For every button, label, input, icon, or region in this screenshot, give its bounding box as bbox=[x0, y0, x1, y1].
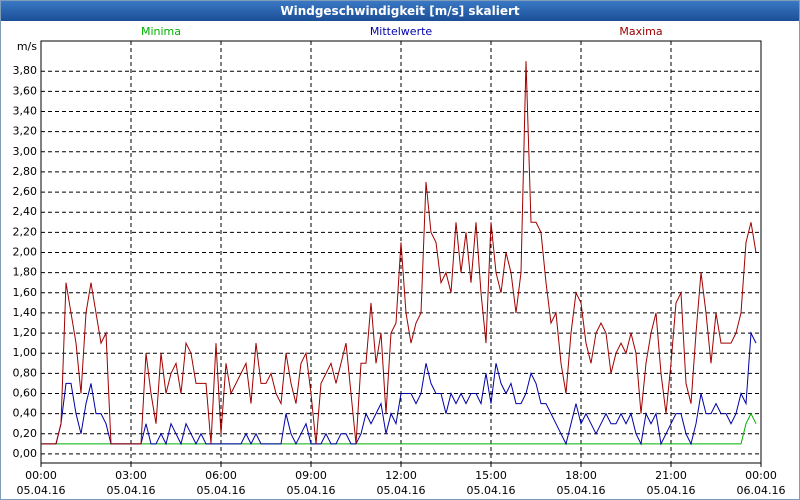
x-tick-label: 18:00 05.04.16 bbox=[556, 469, 606, 497]
y-tick-label: 3,00 bbox=[13, 145, 38, 158]
y-tick-label: 3,80 bbox=[13, 64, 38, 77]
x-tick-label: 21:00 05.04.16 bbox=[646, 469, 696, 497]
x-tick-label: 03:00 05.04.16 bbox=[106, 469, 156, 497]
y-tick-label: 1,20 bbox=[13, 326, 38, 339]
legend-entry: Mittelwerte bbox=[370, 25, 433, 38]
y-tick-label: 0,00 bbox=[13, 447, 38, 460]
series-line bbox=[41, 61, 757, 445]
y-axis-label: m/s bbox=[17, 40, 37, 53]
series-line bbox=[41, 331, 757, 446]
legend-entry: Maxima bbox=[619, 25, 662, 38]
x-tick-label: 12:00 05.04.16 bbox=[376, 469, 426, 497]
chart-title: Windgeschwindigkeit [m/s] skaliert bbox=[1, 1, 799, 21]
y-tick-label: 0,40 bbox=[13, 407, 38, 420]
y-tick-label: 1,40 bbox=[13, 306, 38, 319]
y-tick-label: 3,20 bbox=[13, 125, 38, 138]
y-tick-label: 2,20 bbox=[13, 225, 38, 238]
y-tick-label: 2,60 bbox=[13, 185, 38, 198]
legend-entry: Minima bbox=[141, 25, 181, 38]
x-tick-label: 06:00 05.04.16 bbox=[196, 469, 246, 497]
y-tick-label: 2,00 bbox=[13, 246, 38, 259]
y-tick-label: 0,60 bbox=[13, 387, 38, 400]
x-tick-label: 00:00 05.04.16 bbox=[16, 469, 66, 497]
y-tick-label: 2,40 bbox=[13, 205, 38, 218]
x-tick-label: 15:00 05.04.16 bbox=[466, 469, 516, 497]
y-tick-label: 3,40 bbox=[13, 105, 38, 118]
y-tick-label: 1,80 bbox=[13, 266, 38, 279]
y-tick-label: 0,80 bbox=[13, 366, 38, 379]
y-tick-label: 0,20 bbox=[13, 427, 38, 440]
x-tick-label: 00:00 06.04.16 bbox=[736, 469, 786, 497]
y-tick-label: 1,60 bbox=[13, 286, 38, 299]
series-line bbox=[41, 412, 757, 445]
y-tick-label: 1,00 bbox=[13, 346, 38, 359]
x-tick-label: 09:00 05.04.16 bbox=[286, 469, 336, 497]
y-tick-label: 2,80 bbox=[13, 165, 38, 178]
y-tick-label: 3,60 bbox=[13, 84, 38, 97]
